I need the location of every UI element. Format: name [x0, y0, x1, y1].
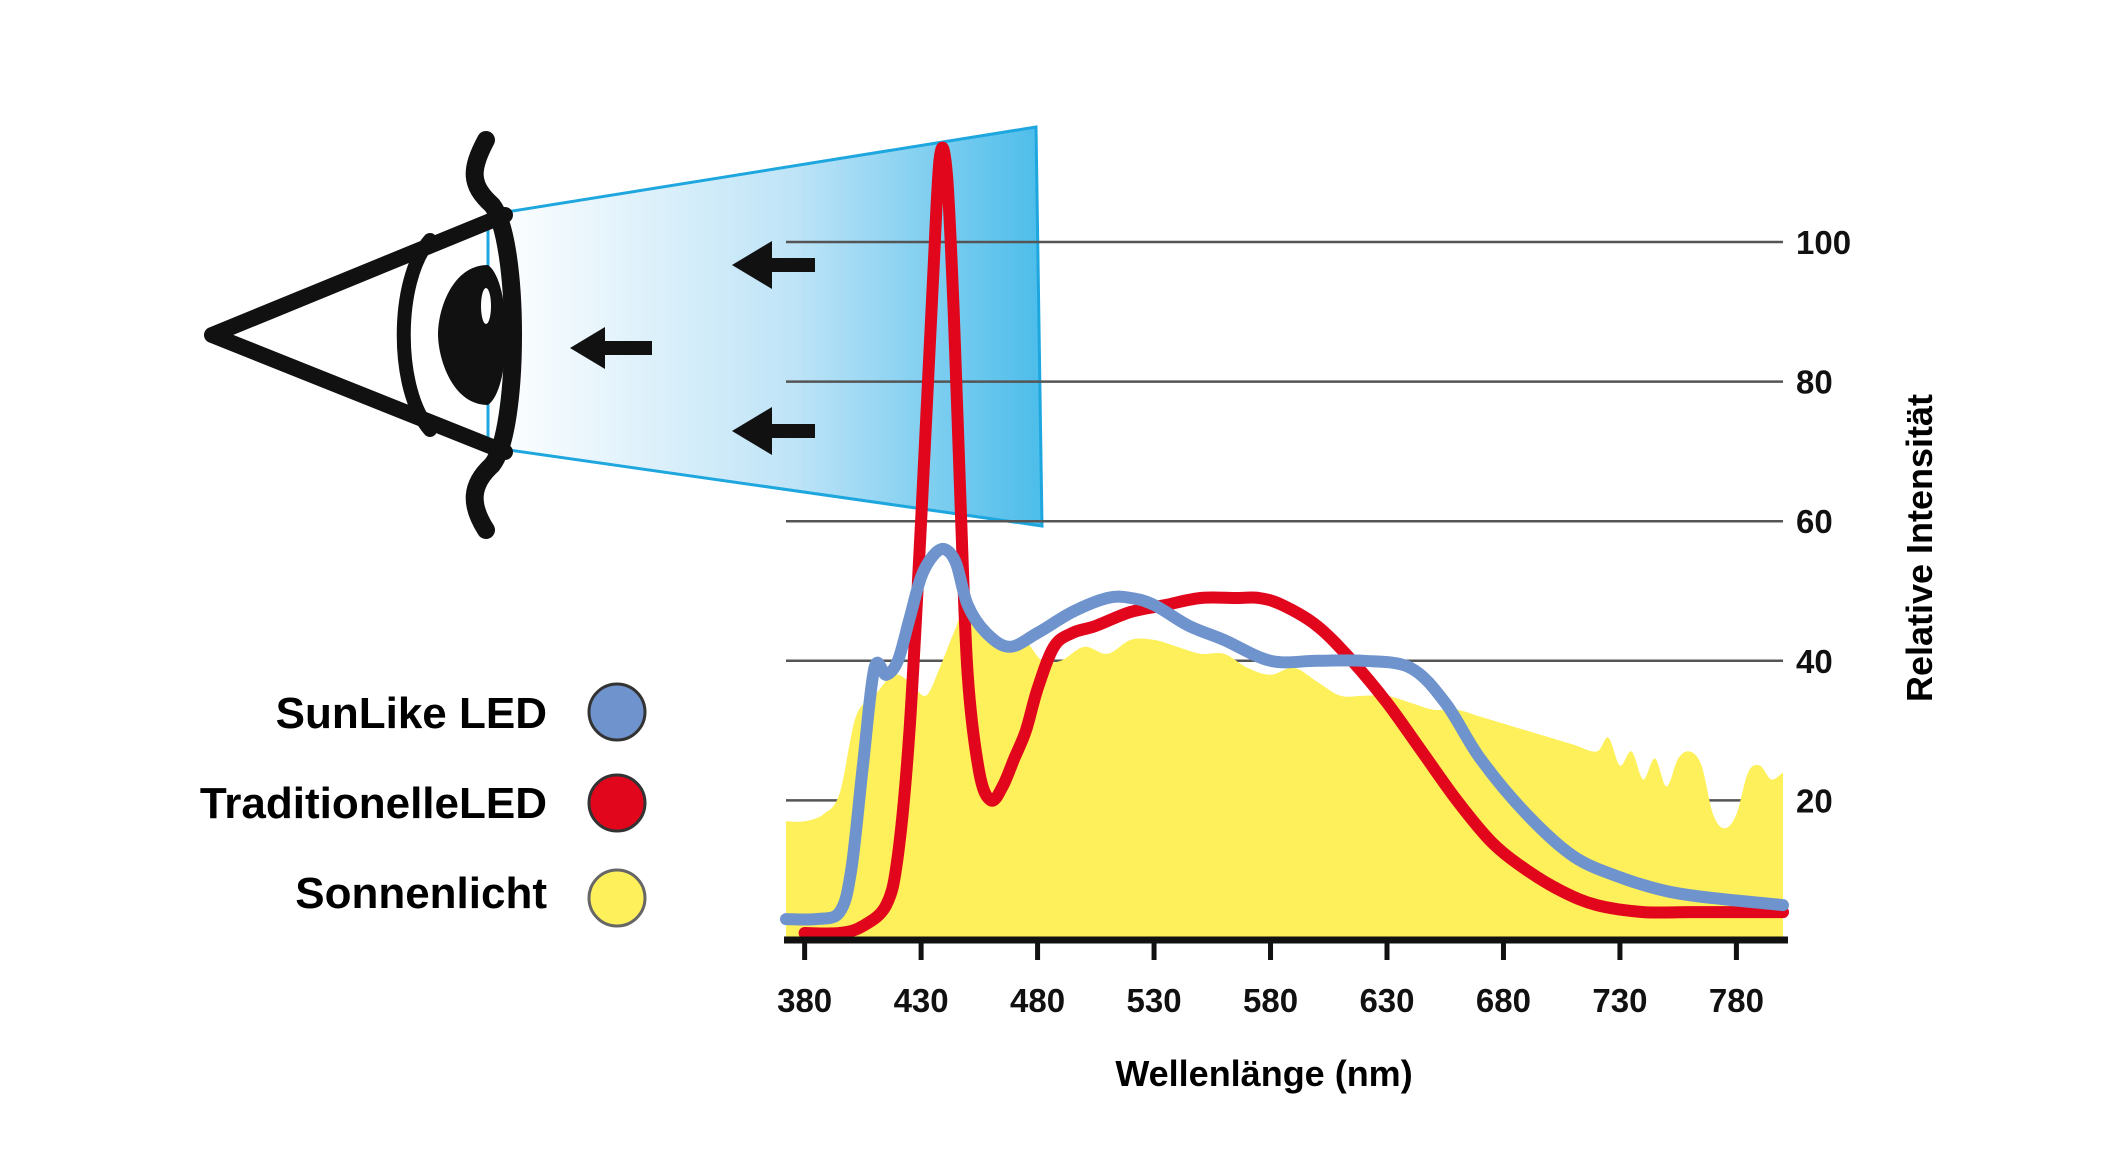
legend-label: TraditionelleLED [200, 779, 547, 828]
x-tick-label: 680 [1476, 982, 1531, 1019]
x-tick-label: 730 [1592, 982, 1647, 1019]
legend-swatch-sunlight [587, 868, 647, 928]
series-sunlike-line [780, 542, 1789, 926]
y-tick-label: 60 [1796, 503, 1833, 540]
legend-label: Sonnenlicht [295, 869, 547, 918]
y-axis-title: Relative Intensität [1899, 394, 1940, 702]
series-sunlight-area [786, 605, 1783, 940]
legend-item-sunlike: SunLike LED [276, 682, 647, 742]
x-tick-label: 630 [1359, 982, 1414, 1019]
legend: SunLike LED TraditionelleLED Sonnenlicht [200, 682, 647, 928]
x-axis-title: Wellenlänge (nm) [1115, 1053, 1412, 1094]
arrow-left-icon [732, 407, 815, 455]
legend-item-sunlight: Sonnenlicht [295, 868, 647, 928]
legend-item-traditional: TraditionelleLED [200, 773, 647, 833]
x-tick-label: 530 [1127, 982, 1182, 1019]
legend-label: SunLike LED [276, 689, 547, 738]
legend-swatch-sunlike [587, 682, 647, 742]
x-tick-label: 780 [1709, 982, 1764, 1019]
y-tick-label: 100 [1796, 224, 1851, 261]
x-tick-label: 580 [1243, 982, 1298, 1019]
y-tick-label: 80 [1796, 364, 1833, 401]
y-tick-label: 40 [1796, 643, 1833, 680]
legend-swatch-traditional [587, 773, 647, 833]
arrow-left-icon [732, 241, 815, 289]
y-tick-label: 20 [1796, 782, 1833, 819]
x-tick-label: 430 [894, 982, 949, 1019]
x-tick-label: 480 [1010, 982, 1065, 1019]
series-traditional-line [798, 141, 1789, 940]
y-axis-ticks: 20 40 60 80 100 [1796, 224, 1851, 819]
arrow-left-icon [570, 327, 652, 369]
x-tick-label: 380 [777, 982, 832, 1019]
x-axis-ticks: 380 430 480 530 580 630 680 730 780 [777, 940, 1764, 1019]
eye-icon [204, 131, 522, 539]
